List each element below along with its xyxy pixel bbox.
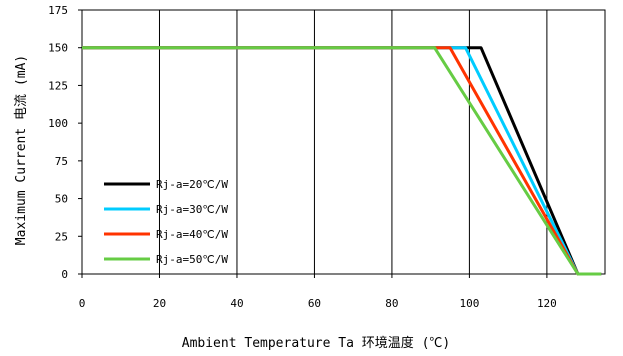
x-tick-label-3: 60 bbox=[308, 297, 321, 310]
y-tick-label-2: 50 bbox=[55, 193, 68, 206]
y-tick-label-5: 125 bbox=[48, 79, 68, 92]
x-tick-label-0: 0 bbox=[79, 297, 86, 310]
x-tick-label-4: 80 bbox=[385, 297, 398, 310]
y-axis-label: Maximum Current 电流 (mA) bbox=[14, 55, 29, 245]
x-axis-label: Ambient Temperature Ta 环境温度 (℃) bbox=[182, 335, 451, 351]
y-tick-label-4: 100 bbox=[48, 117, 68, 130]
series-lines bbox=[82, 46, 602, 276]
x-tick-label-6: 120 bbox=[537, 297, 557, 310]
legend-label-2: Rj-a=40℃/W bbox=[156, 228, 228, 241]
x-tick-label-1: 20 bbox=[153, 297, 166, 310]
y-tick-label-1: 25 bbox=[55, 230, 68, 243]
legend: Rj-a=20℃/W Rj-a=30℃/W Rj-a=40℃/W Rj-a=50℃/W bbox=[104, 178, 228, 266]
series-line-3 bbox=[82, 46, 602, 276]
x-tick-label-5: 100 bbox=[459, 297, 479, 310]
plot-frame bbox=[81, 9, 606, 275]
axes: 0 20 40 60 80 100 120 0 25 50 75 100 125 150 175 bbox=[48, 4, 606, 310]
y-tick-label-6: 150 bbox=[48, 42, 68, 55]
legend-label-3: Rj-a=50℃/W bbox=[156, 253, 228, 266]
y-tick-label-7: 175 bbox=[48, 4, 68, 17]
y-tick-label-3: 75 bbox=[55, 155, 68, 168]
x-tick-label-2: 40 bbox=[230, 297, 243, 310]
y-tick-label-0: 0 bbox=[61, 268, 68, 281]
legend-label-0: Rj-a=20℃/W bbox=[156, 178, 228, 191]
legend-label-1: Rj-a=30℃/W bbox=[156, 203, 228, 216]
